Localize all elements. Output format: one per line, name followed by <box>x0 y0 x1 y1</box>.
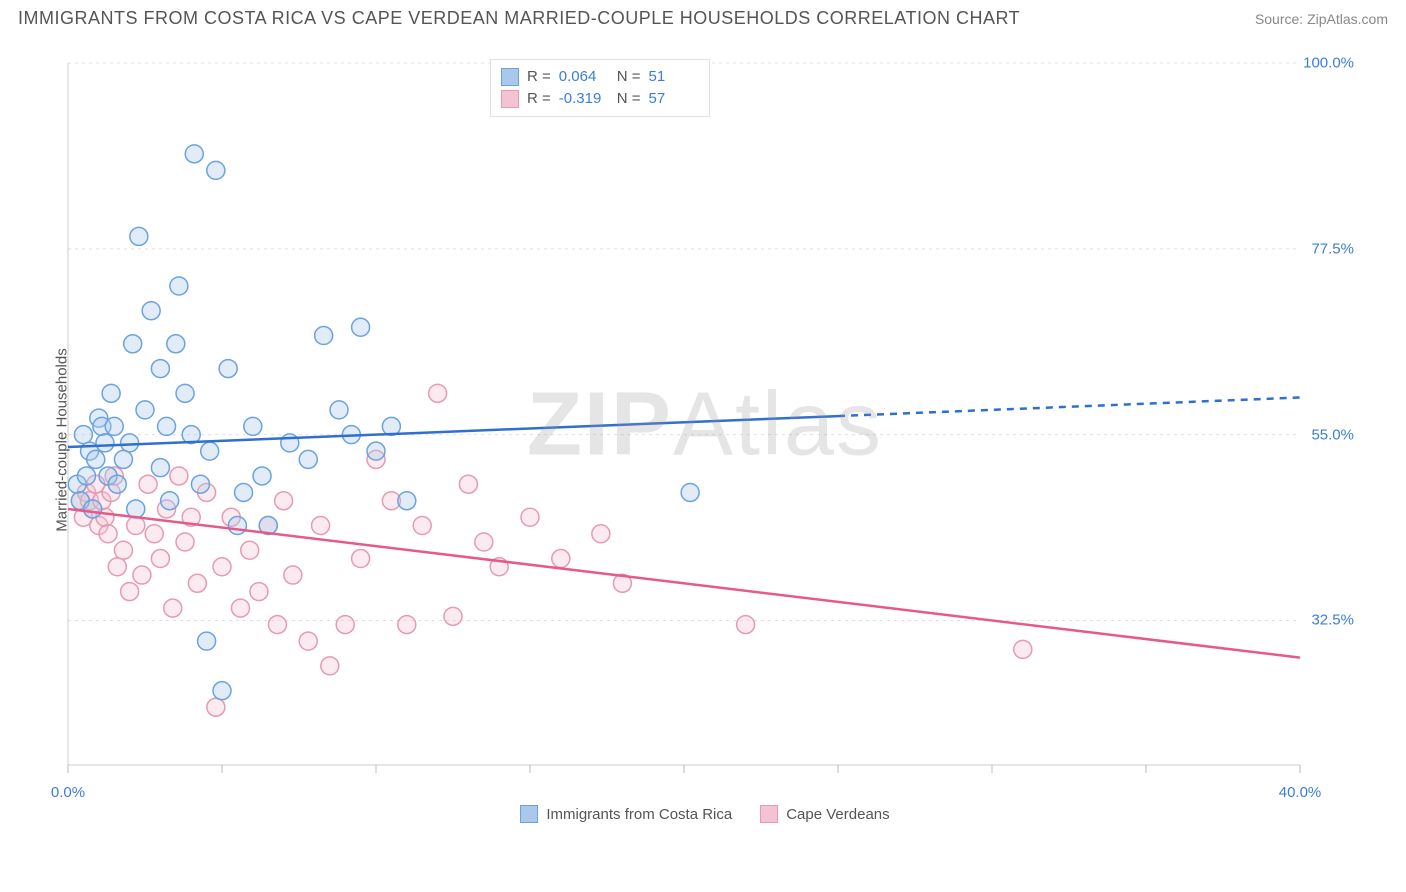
stat-n-value: 51 <box>649 66 699 88</box>
title-bar: IMMIGRANTS FROM COSTA RICA VS CAPE VERDE… <box>0 0 1406 33</box>
stat-r-label: R = <box>527 88 551 110</box>
stat-n-label: N = <box>617 88 641 110</box>
source-label: Source: ZipAtlas.com <box>1255 11 1388 27</box>
y-tick-label: 32.5% <box>1311 612 1354 629</box>
legend-item: Cape Verdeans <box>760 805 889 823</box>
legend-swatch-icon <box>501 68 519 86</box>
stat-r-value: 0.064 <box>559 66 609 88</box>
legend-swatch-icon <box>501 90 519 108</box>
legend-stats-row: R = -0.319 N = 57 <box>501 88 699 110</box>
stat-n-label: N = <box>617 66 641 88</box>
stat-r-label: R = <box>527 66 551 88</box>
stat-n-value: 57 <box>649 88 699 110</box>
legend-stats-row: R = 0.064 N = 51 <box>501 66 699 88</box>
legend-swatch-icon <box>760 805 778 823</box>
stat-r-value: -0.319 <box>559 88 609 110</box>
y-tick-label: 100.0% <box>1303 55 1354 72</box>
legend-item: Immigrants from Costa Rica <box>520 805 732 823</box>
legend-label: Cape Verdeans <box>786 806 889 823</box>
y-axis-label: Married-couple Households <box>54 348 71 531</box>
chart-container: IMMIGRANTS FROM COSTA RICA VS CAPE VERDE… <box>0 0 1406 892</box>
plot-area: Married-couple Households ZIPAtlas R = 0… <box>50 55 1360 825</box>
legend-label: Immigrants from Costa Rica <box>546 806 732 823</box>
y-tick-label: 55.0% <box>1311 426 1354 443</box>
y-tick-label: 77.5% <box>1311 240 1354 257</box>
x-tick-label: 0.0% <box>51 784 85 801</box>
x-tick-label: 40.0% <box>1279 784 1322 801</box>
bottom-legend: Immigrants from Costa Rica Cape Verdeans <box>50 805 1360 823</box>
legend-swatch-icon <box>520 805 538 823</box>
scatter-plot-svg <box>50 55 1360 825</box>
chart-title: IMMIGRANTS FROM COSTA RICA VS CAPE VERDE… <box>18 8 1020 29</box>
legend-stats-box: R = 0.064 N = 51 R = -0.319 N = 57 <box>490 59 710 117</box>
